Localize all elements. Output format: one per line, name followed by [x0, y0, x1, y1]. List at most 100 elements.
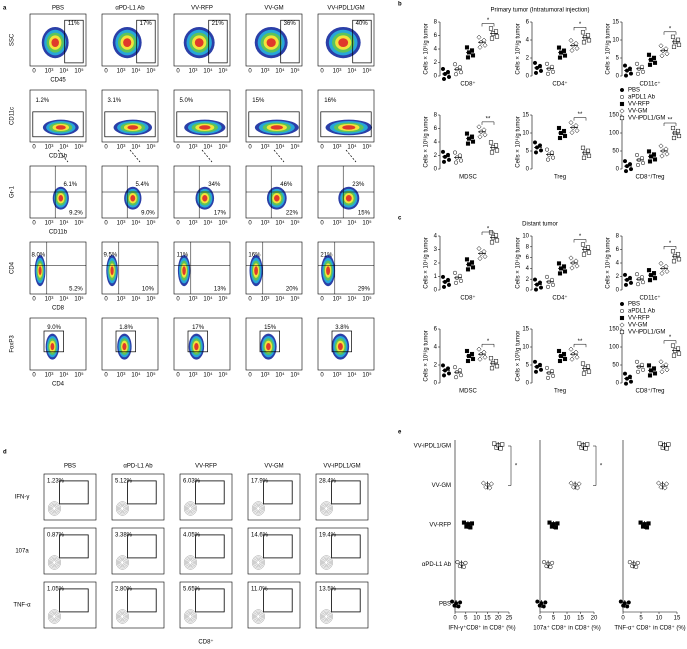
flow-plot — [179, 581, 233, 629]
gate-percent: 4.05% — [183, 533, 201, 539]
point — [463, 560, 468, 565]
flow-plot — [315, 581, 369, 629]
gate — [32, 111, 84, 138]
gate — [59, 588, 89, 613]
x-tick-label: 5 — [639, 616, 643, 622]
point — [453, 160, 459, 165]
point — [440, 66, 446, 72]
panel-title: Distant tumor — [522, 222, 558, 228]
contour — [182, 266, 186, 275]
contour — [115, 555, 129, 570]
y-tick-label: 15 — [522, 327, 529, 333]
y-tick-label: 6 — [526, 255, 530, 261]
flow-plot — [315, 527, 369, 575]
x-tick-label: 15 — [484, 616, 491, 622]
group-label: VV-GM — [264, 6, 283, 12]
x-tick-label: 0 — [104, 221, 108, 227]
x-tick-label: 15 — [674, 616, 681, 622]
contour — [51, 613, 58, 620]
point — [634, 359, 640, 364]
contour — [256, 560, 261, 565]
gate — [59, 534, 89, 559]
y-tick-label: 0 — [434, 167, 438, 173]
point — [628, 379, 634, 384]
gate-percent: 36% — [284, 21, 297, 27]
contour — [185, 502, 196, 515]
gate-percent: 11% — [177, 253, 189, 259]
x-tick-label: 10⁴ — [59, 372, 69, 379]
point — [458, 278, 464, 283]
significance: * — [669, 335, 672, 341]
gate — [331, 534, 361, 559]
x-tick-label: 10⁴ — [131, 68, 141, 75]
point — [532, 359, 538, 364]
x-tick-label: 0 — [32, 69, 36, 75]
x-tick-label: 10³ — [261, 221, 270, 227]
point — [544, 274, 550, 279]
point — [580, 30, 586, 35]
point — [666, 442, 671, 447]
point — [469, 521, 475, 526]
contour — [115, 501, 129, 516]
category-label: αPD-L1 Ab — [422, 562, 452, 568]
contour — [38, 266, 42, 275]
point — [640, 160, 646, 166]
x-tick-label: 10⁴ — [275, 372, 285, 379]
gate-percent: 23% — [352, 182, 365, 188]
point — [533, 287, 539, 292]
x-tick-label: 0 — [176, 69, 180, 75]
contour — [118, 611, 127, 622]
gate-percent: 0.87% — [47, 533, 65, 539]
x-tick-label: 10⁵ — [146, 220, 156, 227]
contour — [110, 266, 114, 275]
point — [538, 148, 544, 153]
x-tick-label: 10⁵ — [362, 68, 372, 75]
x-axis-label: CD11c⁺ — [639, 81, 660, 88]
point — [545, 375, 551, 380]
flow-plot — [247, 581, 301, 629]
contour — [187, 505, 194, 512]
gate-percent: 22% — [286, 210, 299, 216]
x-axis-label: CD11b — [49, 230, 68, 236]
contour — [266, 342, 271, 351]
gate-percent: 1.05% — [47, 587, 65, 593]
contour — [253, 556, 264, 569]
point — [569, 356, 575, 362]
point — [489, 150, 495, 155]
y-tick-label: 4 — [434, 47, 438, 53]
gate — [195, 588, 225, 613]
contour — [188, 560, 193, 565]
contour — [52, 560, 57, 565]
contour — [254, 266, 258, 275]
x-tick-label: 0 — [248, 145, 252, 151]
x-tick-label: 10⁵ — [362, 296, 372, 303]
gate — [248, 111, 300, 138]
point — [580, 361, 586, 366]
point — [458, 158, 464, 163]
point — [542, 560, 547, 565]
x-axis-label: CD8⁺ — [198, 639, 213, 646]
x-tick-label: 0 — [104, 145, 108, 151]
point — [482, 354, 488, 360]
x-tick-label: 10³ — [117, 145, 126, 151]
x-tick-label: 0 — [104, 69, 108, 75]
point — [626, 600, 631, 605]
point — [562, 133, 568, 139]
flow-plot — [179, 473, 233, 521]
x-tick-label: 10⁴ — [275, 68, 285, 75]
point — [477, 134, 483, 140]
x-tick-label: 10⁴ — [131, 144, 141, 151]
x-tick-label: 10³ — [333, 221, 342, 227]
x-axis-label: CD8⁺/Treg — [636, 174, 665, 181]
x-tick-label: 0 — [320, 69, 324, 75]
gate — [263, 588, 293, 613]
gate-percent: 15% — [264, 325, 277, 331]
point — [544, 61, 550, 66]
x-axis-label: CD11b — [49, 154, 68, 160]
flow-plot — [247, 527, 301, 575]
y-tick-label: 50 — [612, 363, 619, 369]
x-tick-label: 10³ — [333, 297, 342, 303]
gate-percent: 5.65% — [183, 587, 201, 593]
point — [586, 369, 592, 374]
point — [646, 149, 652, 154]
